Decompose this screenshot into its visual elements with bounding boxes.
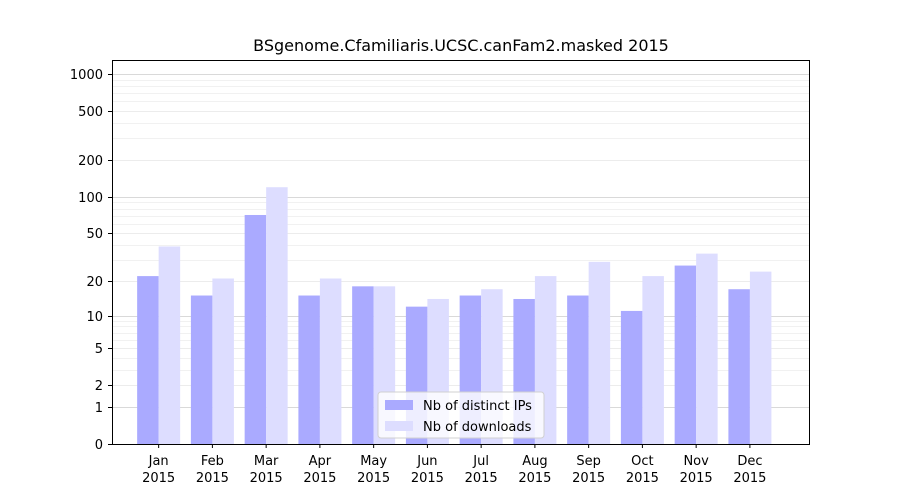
bar-distinct-ips <box>298 295 320 444</box>
y-tick-label: 5 <box>95 342 103 357</box>
x-tick-label-year: 2015 <box>572 471 605 486</box>
x-tick-label-year: 2015 <box>518 471 551 486</box>
bar-downloads <box>696 253 718 444</box>
x-tick-label-month: Aug <box>522 454 547 469</box>
bar-distinct-ips <box>728 289 750 444</box>
x-tick-label-month: Jun <box>416 454 437 469</box>
x-axis: Jan 2015 Feb 2015 Mar 2015 Apr 2015 May 2015 Jun 20… <box>142 444 766 486</box>
bar-distinct-ips <box>244 214 267 444</box>
x-tick-label-year: 2015 <box>411 471 444 486</box>
bar-downloads <box>319 278 342 444</box>
legend-swatch <box>385 421 413 431</box>
legend: Nb of distinct IPs Nb of downloads <box>377 391 545 439</box>
x-tick-label-year: 2015 <box>250 471 283 486</box>
bar-distinct-ips <box>190 295 213 444</box>
legend-box <box>377 391 545 439</box>
x-tick-label-year: 2015 <box>626 471 659 486</box>
bar-distinct-ips <box>567 295 589 444</box>
y-axis: 0 1 2 5 10 20 50 100 200 500 1000 <box>70 68 112 453</box>
x-tick-label-year: 2015 <box>357 471 390 486</box>
x-tick-label-month: Dec <box>737 454 762 469</box>
x-tick-label-year: 2015 <box>680 471 713 486</box>
y-tick-label: 100 <box>78 191 103 206</box>
y-tick-label: 0 <box>95 438 103 453</box>
x-tick-label-month: Oct <box>631 454 653 469</box>
x-tick-label-year: 2015 <box>142 471 175 486</box>
bar-distinct-ips <box>620 310 643 444</box>
bar-downloads <box>158 246 181 444</box>
bar-distinct-ips <box>352 286 374 444</box>
legend-label: Nb of downloads <box>423 420 532 435</box>
y-tick-label: 200 <box>78 154 103 169</box>
legend-swatch <box>385 400 413 410</box>
y-tick-label: 1 <box>95 401 103 416</box>
y-tick-label: 2 <box>95 379 103 394</box>
x-tick-label-month: Nov <box>683 454 709 469</box>
y-tick-label: 50 <box>86 227 103 242</box>
x-tick-label-year: 2015 <box>465 471 498 486</box>
chart-title: BSgenome.Cfamiliaris.UCSC.canFam2.masked… <box>253 36 669 55</box>
x-tick-label-month: May <box>360 454 387 469</box>
y-tick-label: 20 <box>86 275 103 290</box>
y-tick-label: 10 <box>86 310 103 325</box>
y-tick-label: 1000 <box>70 68 103 83</box>
x-tick-label-year: 2015 <box>196 471 229 486</box>
x-tick-label-month: Mar <box>254 454 279 469</box>
x-tick-label-year: 2015 <box>303 471 336 486</box>
bar-downloads <box>212 278 234 444</box>
plot-frame <box>112 60 810 445</box>
x-tick-label-month: Feb <box>201 454 224 469</box>
y-tick-label: 500 <box>78 105 103 120</box>
bar-downloads <box>642 276 664 444</box>
x-tick-label-month: Jan <box>148 454 169 469</box>
bar-downloads <box>749 271 772 444</box>
x-tick-label-month: Apr <box>309 454 332 469</box>
bar-downloads <box>588 261 611 444</box>
bar-downloads <box>266 187 288 444</box>
x-tick-label-month: Jul <box>472 454 489 469</box>
legend-label: Nb of distinct IPs <box>423 399 532 414</box>
bar-distinct-ips <box>137 276 159 444</box>
bar-distinct-ips <box>674 265 697 444</box>
x-tick-label-month: Sep <box>576 454 601 469</box>
x-tick-label-year: 2015 <box>733 471 766 486</box>
